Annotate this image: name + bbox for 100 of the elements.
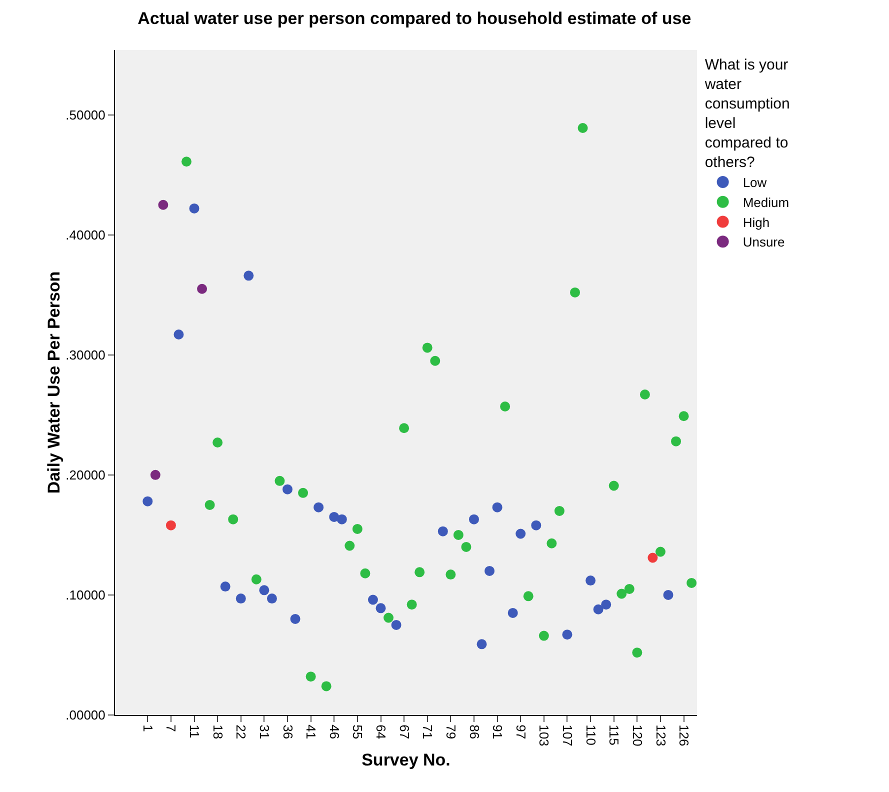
point (640, 390, 650, 400)
point (453, 530, 464, 540)
point (306, 672, 316, 682)
point (181, 156, 192, 167)
point (648, 552, 658, 563)
x-tick-label: 97 (513, 724, 528, 740)
x-tick-label: 36 (280, 724, 296, 740)
point (655, 546, 666, 557)
point (686, 578, 697, 588)
point (484, 566, 495, 576)
point (516, 528, 526, 539)
chart-title: Actual water use per person compared to household estimate of use (138, 8, 692, 28)
x-tick-label: 79 (443, 724, 458, 740)
x-tick-label: 11 (187, 724, 202, 738)
x-tick-label: 67 (396, 724, 412, 740)
point (344, 540, 355, 551)
point (368, 594, 378, 605)
point (298, 488, 308, 498)
point (632, 648, 642, 658)
point (492, 502, 502, 512)
point (158, 200, 168, 210)
x-tick-label: 7 (164, 724, 179, 732)
point (150, 470, 160, 480)
point (500, 402, 510, 412)
point (446, 570, 456, 580)
point (438, 526, 448, 536)
x-tick-label: 22 (234, 724, 249, 740)
x-tick-label: 1 (140, 724, 156, 732)
point (352, 524, 362, 534)
point (468, 514, 479, 524)
point (197, 284, 208, 294)
point (228, 514, 238, 524)
point (601, 600, 612, 610)
x-tick-label: 46 (326, 724, 342, 740)
x-tick-label: 41 (304, 724, 319, 740)
legend-title: What is your water consumption level compared to others? (704, 56, 790, 171)
point (321, 681, 332, 692)
legend-label: High (742, 214, 770, 230)
point (166, 520, 176, 530)
point (593, 604, 604, 614)
x-tick-label: 126 (676, 724, 692, 746)
point (391, 620, 402, 630)
point (608, 480, 619, 491)
x-axis-title: Survey No. (362, 750, 450, 770)
point (259, 585, 270, 596)
legend-label: Unsure (742, 234, 785, 250)
point (282, 484, 292, 494)
point (251, 574, 262, 584)
point (274, 476, 285, 486)
point (508, 608, 518, 618)
point (360, 568, 370, 578)
point (376, 603, 386, 614)
point (430, 356, 440, 366)
point (422, 342, 432, 353)
point (538, 630, 549, 641)
point (174, 329, 184, 340)
x-tick-label: 64 (374, 724, 389, 740)
y-tick-label: .00000 (66, 708, 106, 723)
point (546, 538, 557, 548)
x-tick-label: 18 (210, 724, 226, 740)
point (189, 203, 200, 214)
point (406, 600, 417, 610)
point (244, 270, 254, 281)
point (399, 423, 410, 434)
x-tick-label: 55 (350, 724, 366, 740)
point (570, 287, 580, 298)
point (142, 496, 153, 506)
x-tick-label: 115 (606, 724, 622, 746)
point (678, 411, 689, 422)
point (562, 630, 572, 640)
point (624, 584, 634, 594)
x-tick-label: 120 (630, 724, 645, 746)
point (220, 582, 230, 592)
y-tick-label: .40000 (66, 227, 106, 242)
legend-label: Low (742, 175, 768, 190)
y-axis-title: Daily Water Use Per Person (44, 271, 64, 494)
point (314, 502, 324, 512)
point (414, 567, 425, 578)
y-tick-label: .10000 (66, 588, 106, 603)
x-tick-label: 123 (653, 724, 668, 746)
x-tick-label: 91 (490, 724, 506, 740)
legend-label: Medium (742, 194, 790, 210)
x-tick-label: 71 (420, 724, 436, 740)
point (586, 576, 596, 586)
x-tick-label: 31 (256, 724, 272, 740)
y-tick-label: .30000 (66, 347, 106, 362)
point (384, 612, 394, 623)
point (671, 436, 682, 446)
point (212, 438, 223, 448)
point (523, 591, 534, 602)
x-tick-label: 110 (583, 724, 598, 746)
point (266, 594, 277, 604)
point (663, 590, 674, 600)
point (554, 506, 564, 516)
x-tick-label: 103 (536, 724, 552, 746)
point (531, 520, 542, 530)
point (578, 123, 588, 134)
point (461, 542, 472, 552)
point (616, 588, 627, 599)
point (336, 514, 347, 524)
